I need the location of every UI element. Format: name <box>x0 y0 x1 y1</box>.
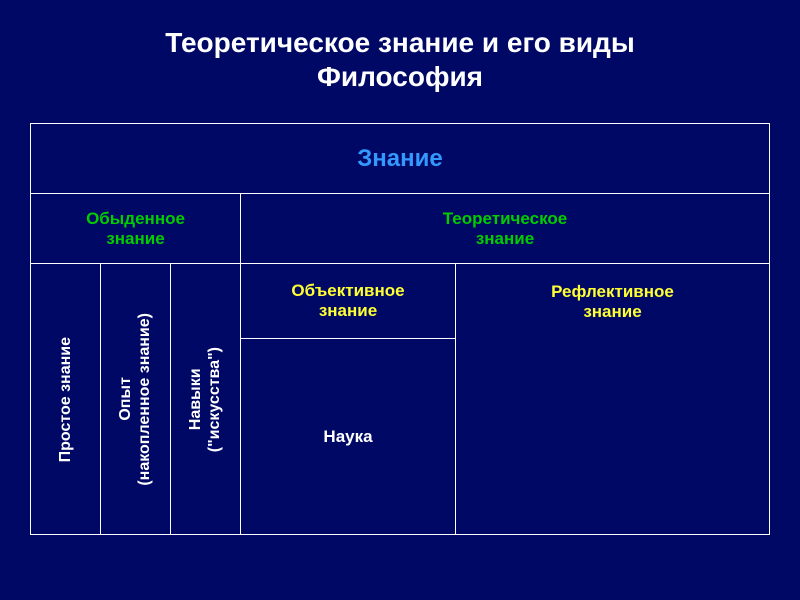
title-area: Теоретическое знание и его виды Философи… <box>30 25 770 93</box>
ordinary-line2: знание <box>106 229 164 249</box>
reflective-line1: Рефлективное <box>551 282 674 302</box>
simple-knowledge-label: Простое знание <box>56 337 75 462</box>
theoretical-knowledge-cell: Теоретическое знание <box>241 194 769 263</box>
skills-cell: Навыки ("искусства") <box>171 264 241 534</box>
objective-column: Объективное знание Наука <box>241 264 456 534</box>
ordinary-knowledge-cell: Обыденное знание <box>31 194 241 263</box>
science-label: Наука <box>323 427 372 447</box>
theoretical-detail: Объективное знание Наука Рефлективное зн… <box>241 264 769 534</box>
objective-header: Объективное знание <box>241 264 455 339</box>
experience-label: Опыт (накопленное знание) <box>116 313 154 486</box>
simple-knowledge-cell: Простое знание <box>31 264 101 534</box>
experience-cell: Опыт (накопленное знание) <box>101 264 171 534</box>
slide-container: Теоретическое знание и его виды Философи… <box>0 0 800 560</box>
reflective-header: Рефлективное знание <box>456 264 769 339</box>
detail-row: Простое знание Опыт (накопленное знание)… <box>31 264 769 534</box>
subtitle: Философия <box>30 61 770 93</box>
knowledge-label: Знание <box>357 145 442 173</box>
theoretical-line2: знание <box>476 229 534 249</box>
knowledge-table: Знание Обыденное знание Теоретическое зн… <box>30 123 770 535</box>
objective-line2: знание <box>319 301 377 321</box>
reflective-line2: знание <box>583 302 641 322</box>
ordinary-line1: Обыденное <box>86 209 185 229</box>
reflective-column: Рефлективное знание <box>456 264 769 534</box>
skills-label: Навыки ("искусства") <box>186 347 224 452</box>
science-cell: Наука <box>241 339 455 534</box>
main-title: Теоретическое знание и его виды <box>30 25 770 61</box>
theoretical-line1: Теоретическое <box>443 209 567 229</box>
objective-line1: Объективное <box>291 281 404 301</box>
header-row: Знание <box>31 124 769 194</box>
category-row: Обыденное знание Теоретическое знание <box>31 194 769 264</box>
